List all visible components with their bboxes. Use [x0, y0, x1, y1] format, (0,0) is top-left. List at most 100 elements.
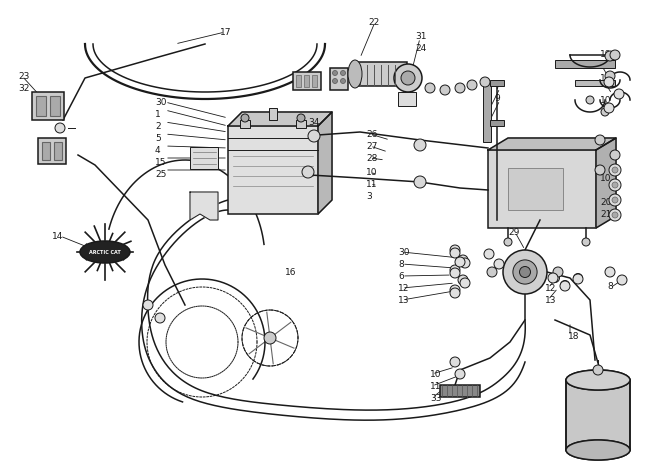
- Text: 18: 18: [568, 332, 580, 341]
- Circle shape: [455, 369, 465, 379]
- Text: 17: 17: [220, 28, 231, 37]
- Circle shape: [573, 274, 582, 282]
- Bar: [304, 75, 309, 87]
- Bar: [555, 60, 615, 68]
- Ellipse shape: [566, 370, 630, 390]
- Circle shape: [460, 258, 470, 268]
- Text: 13: 13: [398, 296, 410, 305]
- Circle shape: [440, 85, 450, 95]
- Text: 10: 10: [430, 370, 441, 379]
- Text: 6: 6: [398, 272, 404, 281]
- Circle shape: [341, 70, 346, 75]
- Text: 33: 33: [430, 394, 441, 403]
- Circle shape: [297, 114, 305, 122]
- Circle shape: [455, 257, 465, 267]
- Circle shape: [333, 70, 337, 75]
- Ellipse shape: [566, 440, 630, 460]
- Text: 25: 25: [155, 170, 166, 179]
- Bar: [50, 96, 60, 116]
- Circle shape: [55, 123, 65, 133]
- Circle shape: [601, 108, 609, 116]
- Bar: [296, 120, 306, 128]
- Circle shape: [487, 267, 497, 277]
- Text: 8: 8: [607, 282, 613, 291]
- Circle shape: [605, 71, 615, 81]
- Text: 29: 29: [508, 228, 519, 237]
- Circle shape: [480, 77, 490, 87]
- Text: 4: 4: [155, 146, 161, 155]
- Text: 11: 11: [600, 74, 612, 83]
- Circle shape: [302, 166, 314, 178]
- Bar: [330, 68, 348, 90]
- Text: 12: 12: [545, 284, 556, 293]
- Ellipse shape: [566, 370, 630, 390]
- Text: 11: 11: [430, 382, 441, 391]
- Bar: [293, 72, 321, 90]
- Text: 10: 10: [600, 174, 612, 183]
- Bar: [508, 168, 563, 210]
- Bar: [228, 126, 318, 214]
- Circle shape: [484, 249, 494, 259]
- Circle shape: [394, 64, 422, 92]
- Text: 26: 26: [366, 130, 378, 139]
- Text: 24: 24: [415, 44, 426, 53]
- Text: 10: 10: [600, 96, 612, 105]
- Text: 34: 34: [308, 118, 319, 127]
- Circle shape: [604, 77, 614, 87]
- Circle shape: [560, 281, 569, 289]
- Circle shape: [460, 278, 470, 288]
- Text: 5: 5: [155, 134, 161, 143]
- Circle shape: [605, 267, 615, 277]
- Bar: [488, 150, 596, 228]
- Text: 16: 16: [285, 268, 296, 277]
- Circle shape: [143, 300, 153, 310]
- Circle shape: [612, 182, 618, 188]
- Text: 23: 23: [18, 72, 29, 81]
- Polygon shape: [318, 112, 332, 214]
- Circle shape: [595, 165, 605, 175]
- Text: ARCTIC CAT: ARCTIC CAT: [89, 249, 121, 254]
- Circle shape: [333, 78, 337, 83]
- Bar: [566, 380, 630, 450]
- Bar: [312, 75, 317, 87]
- Polygon shape: [228, 112, 332, 126]
- Text: 3: 3: [366, 192, 372, 201]
- Text: 28: 28: [366, 154, 378, 163]
- Circle shape: [582, 238, 590, 246]
- Circle shape: [155, 313, 165, 323]
- Circle shape: [455, 83, 465, 93]
- Circle shape: [612, 167, 618, 173]
- Ellipse shape: [80, 241, 130, 263]
- Bar: [190, 147, 218, 169]
- Circle shape: [450, 357, 460, 367]
- Circle shape: [450, 245, 460, 255]
- Circle shape: [241, 114, 249, 122]
- Circle shape: [593, 365, 603, 375]
- Circle shape: [610, 50, 620, 60]
- Circle shape: [553, 267, 563, 277]
- Circle shape: [450, 268, 460, 278]
- Circle shape: [494, 259, 504, 269]
- Circle shape: [551, 274, 560, 282]
- Text: 12: 12: [398, 284, 410, 293]
- Circle shape: [341, 78, 346, 83]
- Circle shape: [604, 103, 614, 113]
- Circle shape: [609, 164, 621, 176]
- Bar: [490, 80, 504, 86]
- Polygon shape: [488, 138, 616, 150]
- Text: 2: 2: [155, 122, 161, 131]
- Circle shape: [308, 130, 320, 142]
- Circle shape: [617, 275, 627, 285]
- Circle shape: [605, 51, 615, 61]
- Text: 9: 9: [494, 94, 500, 103]
- Circle shape: [264, 332, 276, 344]
- Circle shape: [609, 194, 621, 206]
- Text: 13: 13: [545, 296, 556, 305]
- Circle shape: [467, 80, 477, 90]
- Text: 21: 21: [600, 210, 612, 219]
- Ellipse shape: [348, 60, 362, 88]
- Text: 30: 30: [155, 98, 166, 107]
- Text: 19: 19: [600, 50, 612, 59]
- Bar: [36, 96, 46, 116]
- Text: 31: 31: [415, 32, 426, 41]
